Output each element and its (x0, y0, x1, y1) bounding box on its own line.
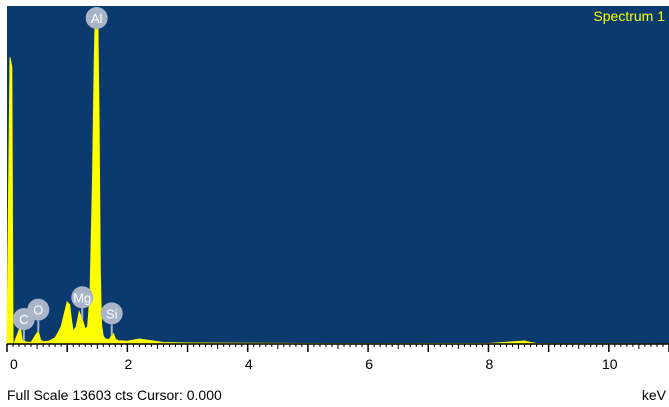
peak-marker-circle (27, 298, 50, 321)
x-tick-label: 0 (10, 356, 18, 372)
peak-label: Mg (73, 290, 91, 305)
x-tick-label: 6 (365, 356, 373, 372)
x-axis: 0 2 4 6 8 10 (6, 343, 669, 372)
peak-marker-al: Al (85, 7, 108, 29)
x-tick-label: 4 (245, 356, 253, 372)
peak-marker-circle (71, 286, 94, 309)
peak-marker-circle (85, 7, 108, 29)
chart-title: Spectrum 1 (593, 8, 665, 24)
x-tick-label: 8 (486, 356, 494, 372)
x-tick-label: 10 (602, 356, 618, 372)
x-axis-unit-label: keV (641, 387, 666, 403)
peak-label: Al (91, 11, 103, 26)
peak-marker-layer: CO Mg Al Si (12, 7, 123, 342)
plot-area (7, 6, 669, 344)
peak-label: C (19, 312, 28, 327)
peak-label: O (33, 303, 43, 318)
peak-marker-circle (100, 302, 123, 325)
x-tick-label: 2 (124, 356, 132, 372)
peak-label: Si (106, 306, 118, 321)
peak-marker-mg: Mg (71, 286, 94, 320)
peak-marker-si: Si (100, 302, 123, 336)
status-full-scale-cursor: Full Scale 13603 cts Cursor: 0.000 (7, 387, 222, 403)
peak-marker-o: O (27, 298, 50, 332)
